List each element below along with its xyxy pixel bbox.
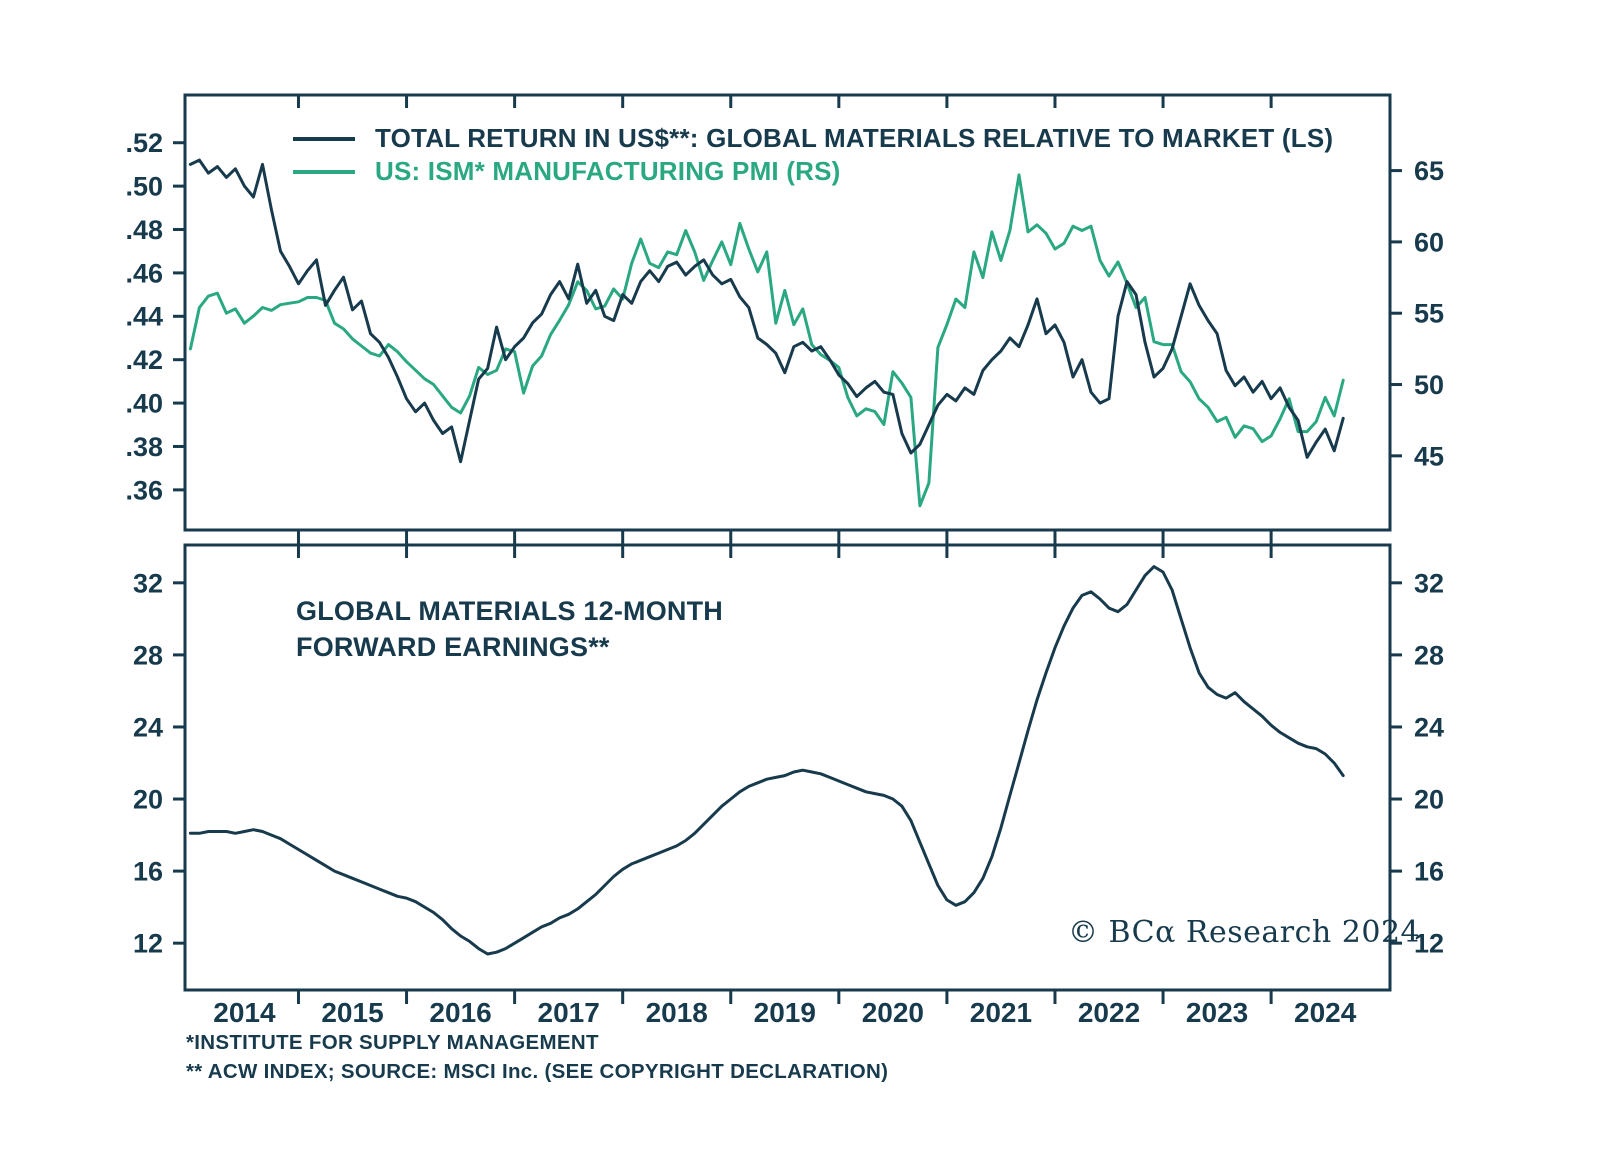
- x-axis-year-label: 2022: [1078, 997, 1140, 1028]
- y-axis-label-top-right: 45: [1414, 441, 1444, 471]
- y-axis-label-bottom-right: 28: [1414, 640, 1444, 670]
- legend-line-swatch-dark: [293, 136, 355, 141]
- copyright-text: © BCα Research 2024: [1068, 915, 1421, 950]
- y-axis-label-top-right: 60: [1414, 227, 1444, 257]
- y-axis-label-top-left: .40: [125, 389, 163, 419]
- y-axis-label-top-right: 55: [1414, 299, 1444, 329]
- y-axis-label-top-left: .46: [125, 258, 163, 288]
- legend: TOTAL RETURN IN US$**: GLOBAL MATERIALS …: [293, 122, 1333, 188]
- y-axis-label-top-right: 65: [1414, 156, 1444, 186]
- y-axis-label-bottom-right: 12: [1414, 929, 1444, 959]
- y-axis-label-bottom-right: 24: [1414, 712, 1444, 742]
- footnotes: *INSTITUTE FOR SUPPLY MANAGEMENT ** ACW …: [186, 1028, 888, 1086]
- series-line-ism-pmi: [188, 173, 1345, 508]
- bottom-panel-title-line1: GLOBAL MATERIALS 12-MONTH: [296, 596, 723, 626]
- y-axis-label-top-left: .48: [125, 215, 163, 245]
- legend-line-swatch-green: [293, 169, 355, 174]
- y-axis-label-top-left: .42: [125, 345, 163, 375]
- y-axis-label-bottom-left: 16: [133, 857, 163, 887]
- y-axis-label-top-left: .44: [125, 302, 163, 332]
- x-axis-year-label: 2024: [1294, 997, 1357, 1028]
- x-axis-year-label: 2014: [213, 997, 276, 1028]
- x-axis-year-label: 2019: [754, 997, 816, 1028]
- legend-label-relative-return: TOTAL RETURN IN US$**: GLOBAL MATERIALS …: [375, 123, 1334, 153]
- legend-label-ism-pmi: US: ISM* MANUFACTURING PMI (RS): [375, 156, 841, 186]
- y-axis-label-top-left: .50: [125, 172, 163, 202]
- x-axis-year-label: 2018: [646, 997, 708, 1028]
- x-axis-year-label: 2021: [970, 997, 1032, 1028]
- footnote-ism: *INSTITUTE FOR SUPPLY MANAGEMENT: [186, 1031, 599, 1054]
- bottom-panel-title: GLOBAL MATERIALS 12-MONTH FORWARD EARNIN…: [296, 594, 723, 665]
- series-line-forward-earnings: [188, 565, 1345, 956]
- y-axis-label-top-left: .38: [125, 432, 163, 462]
- legend-item-relative-return: TOTAL RETURN IN US$**: GLOBAL MATERIALS …: [293, 122, 1333, 155]
- y-axis-label-bottom-left: 24: [133, 712, 163, 742]
- y-axis-label-top-left: .36: [125, 475, 163, 505]
- x-axis-year-label: 2015: [321, 997, 383, 1028]
- x-axis-year-label: 2017: [538, 997, 600, 1028]
- y-axis-label-bottom-right: 16: [1414, 857, 1444, 887]
- bottom-panel-border: [183, 543, 1392, 992]
- y-axis-label-bottom-left: 28: [133, 640, 163, 670]
- y-axis-label-bottom-right: 20: [1414, 784, 1444, 814]
- y-axis-label-bottom-left: 20: [133, 784, 163, 814]
- legend-item-ism-pmi: US: ISM* MANUFACTURING PMI (RS): [293, 155, 1333, 188]
- y-axis-label-bottom-right: 32: [1414, 568, 1444, 598]
- y-axis-label-top-left: .52: [125, 128, 163, 158]
- x-axis-year-label: 2016: [429, 997, 491, 1028]
- bottom-panel-title-line2: FORWARD EARNINGS**: [296, 631, 610, 662]
- y-axis-label-bottom-left: 32: [133, 568, 163, 598]
- series-line-relative-return: [188, 158, 1345, 464]
- x-axis-year-label: 2023: [1186, 997, 1248, 1028]
- x-axis-year-label: 2020: [862, 997, 924, 1028]
- y-axis-label-top-right: 50: [1414, 370, 1444, 400]
- y-axis-label-bottom-left: 12: [133, 929, 163, 959]
- footnote-source: ** ACW INDEX; SOURCE: MSCI Inc. (SEE COP…: [186, 1060, 889, 1084]
